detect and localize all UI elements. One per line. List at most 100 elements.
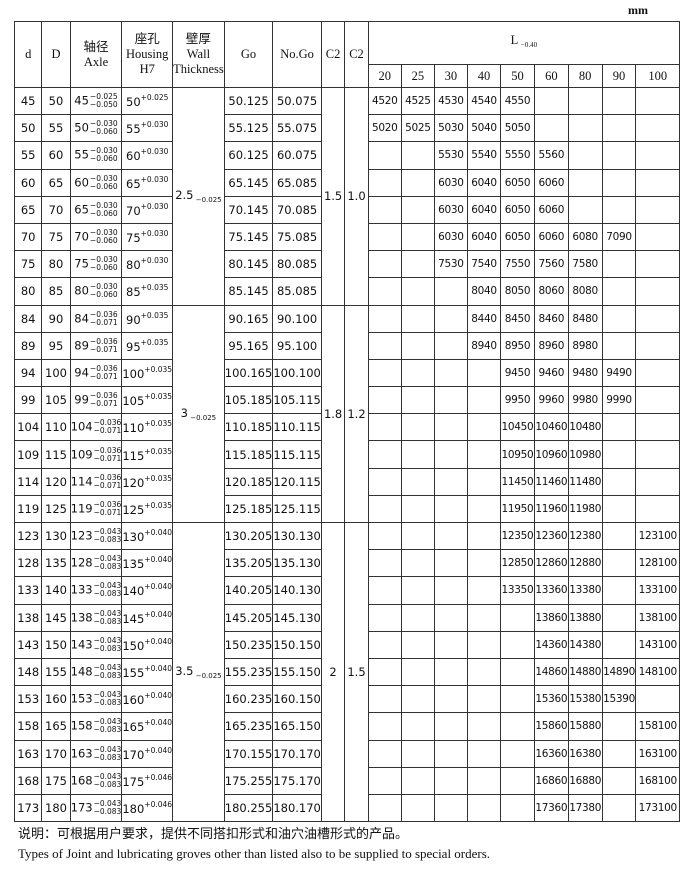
cell-D: 55 bbox=[41, 114, 71, 143]
cell-length-60: 10460 bbox=[533, 413, 569, 442]
cell-length-60: 15860 bbox=[533, 712, 569, 741]
table-row: 133 140 133−0.043 −0.083 140+0.040 140.205 140… bbox=[13, 576, 680, 605]
cell-nogo: 170.170 bbox=[272, 739, 322, 768]
cell-length-25 bbox=[400, 304, 435, 333]
cell-length-90 bbox=[601, 168, 637, 197]
cell-length-30 bbox=[433, 657, 468, 687]
axle-upper: −0.043 bbox=[93, 663, 122, 673]
cell-length-30 bbox=[433, 630, 468, 659]
unit-label: mm bbox=[628, 3, 648, 17]
cell-housing: 125+0.035 bbox=[121, 494, 174, 524]
cell-length-80: 14380 bbox=[567, 630, 603, 659]
header-length-50: 50 bbox=[500, 64, 535, 88]
cell-length-20 bbox=[367, 685, 402, 714]
axle-lower: −0.060 bbox=[89, 154, 118, 164]
header-axle: 轴径 Axle bbox=[69, 21, 123, 88]
axle-tolerance: −0.036 −0.071 bbox=[90, 392, 118, 408]
cell-length-100: 138100 bbox=[635, 603, 680, 632]
housing-nominal: 90 bbox=[126, 312, 141, 327]
cell-axle: 80−0.030 −0.060 bbox=[69, 277, 123, 306]
cell-length-30: 6030 bbox=[433, 222, 468, 252]
axle-nominal: 99 bbox=[74, 392, 89, 407]
cell-length-60: 9460 bbox=[533, 358, 569, 388]
axle-lower: −0.060 bbox=[89, 127, 118, 137]
housing-nominal: 170 bbox=[122, 747, 145, 762]
axle-tolerance: −0.043 −0.083 bbox=[94, 636, 121, 653]
cell-length-100 bbox=[635, 304, 680, 333]
axle-nominal: 143 bbox=[70, 637, 93, 652]
axle-lower: −0.071 bbox=[93, 453, 122, 463]
axle-lower: −0.071 bbox=[89, 317, 118, 327]
cell-length-90: 9490 bbox=[601, 358, 637, 388]
cell-length-20: 5020 bbox=[367, 114, 402, 143]
housing-nominal: 180 bbox=[122, 801, 145, 816]
table-row: 65 70 65−0.030 −0.060 70+0.030 70.145 70.085 60… bbox=[13, 195, 680, 224]
axle-tolerance: −0.043 −0.083 bbox=[94, 691, 121, 707]
cell-length-40 bbox=[466, 494, 502, 524]
wall-value: 3 bbox=[180, 405, 188, 420]
cell-housing: 100+0.035 bbox=[121, 358, 174, 388]
cell-length-50: 12850 bbox=[500, 549, 535, 578]
cell-axle: 99−0.036 −0.071 bbox=[69, 386, 123, 415]
cell-length-30 bbox=[433, 304, 468, 333]
cell-D: 110 bbox=[41, 413, 71, 442]
cell-length-40: 5540 bbox=[466, 141, 502, 170]
cell-length-90 bbox=[601, 331, 637, 360]
cell-housing: 180+0.046 bbox=[121, 793, 174, 823]
cell-length-30: 7530 bbox=[433, 250, 468, 279]
cell-go: 65.145 bbox=[223, 168, 274, 197]
cell-length-60: 6060 bbox=[533, 195, 569, 224]
cell-length-40: 8040 bbox=[466, 277, 502, 306]
housing-nominal: 85 bbox=[126, 285, 141, 300]
cell-length-90 bbox=[601, 440, 637, 469]
cell-length-40 bbox=[466, 358, 502, 388]
cell-D: 90 bbox=[41, 304, 71, 333]
cell-length-60: 8060 bbox=[533, 277, 569, 306]
cell-length-100 bbox=[635, 440, 680, 469]
cell-go: 75.145 bbox=[223, 222, 274, 252]
cell-housing: 60+0.030 bbox=[121, 141, 174, 170]
cell-length-25 bbox=[400, 413, 435, 442]
cell-length-40 bbox=[466, 413, 502, 442]
cell-axle: 148−0.043 −0.083 bbox=[69, 657, 123, 687]
cell-length-100 bbox=[635, 86, 680, 116]
cell-axle: 84−0.036 −0.071 bbox=[69, 304, 123, 333]
cell-length-30 bbox=[433, 277, 468, 306]
cell-go: 165.235 bbox=[223, 712, 274, 741]
cell-length-50: 9950 bbox=[500, 386, 535, 415]
axle-upper: −0.030 bbox=[89, 200, 118, 210]
cell-length-50 bbox=[500, 657, 535, 687]
cell-length-40 bbox=[466, 467, 502, 496]
axle-upper: −0.030 bbox=[89, 119, 118, 129]
cell-length-25 bbox=[400, 793, 435, 823]
cell-axle: 143−0.043 −0.083 bbox=[69, 630, 123, 659]
cell-length-20 bbox=[367, 494, 402, 524]
table-row: 128 135 128−0.043 −0.083 135+0.040 135.205 135… bbox=[13, 549, 680, 578]
wall-tolerance: −0.025 bbox=[193, 672, 222, 681]
cell-length-90: 9990 bbox=[601, 386, 637, 415]
axle-upper: −0.030 bbox=[89, 255, 118, 265]
housing-tolerance: +0.040 bbox=[144, 528, 173, 538]
axle-upper: −0.036 bbox=[93, 445, 122, 455]
cell-axle: 153−0.043 −0.083 bbox=[69, 685, 123, 714]
table-row: 109 115 109−0.036 −0.071 115+0.035 115.185 115… bbox=[13, 440, 680, 469]
cell-length-90: 15390 bbox=[601, 685, 637, 714]
cell-length-60: 9960 bbox=[533, 386, 569, 415]
cell-length-40 bbox=[466, 521, 502, 551]
cell-housing: 155+0.040 bbox=[121, 657, 174, 687]
cell-length-25 bbox=[400, 630, 435, 659]
cell-length-20 bbox=[367, 277, 402, 306]
axle-tolerance: −0.043 −0.083 bbox=[94, 718, 121, 734]
cell-length-90 bbox=[601, 467, 637, 496]
cell-housing: 105+0.035 bbox=[121, 386, 174, 415]
axle-lower: −0.083 bbox=[93, 616, 122, 626]
cell-housing: 70+0.030 bbox=[121, 195, 174, 224]
axle-lower: −0.060 bbox=[89, 290, 118, 300]
table-row: 138 145 138−0.043 −0.083 145+0.040 145.205 145… bbox=[13, 603, 680, 632]
axle-nominal: 55 bbox=[74, 147, 89, 162]
cell-length-50 bbox=[500, 793, 535, 823]
header-length-60: 60 bbox=[533, 64, 569, 88]
cell-go: 150.235 bbox=[223, 630, 274, 659]
axle-lower: −0.060 bbox=[89, 236, 118, 246]
cell-d: 84 bbox=[13, 304, 43, 333]
